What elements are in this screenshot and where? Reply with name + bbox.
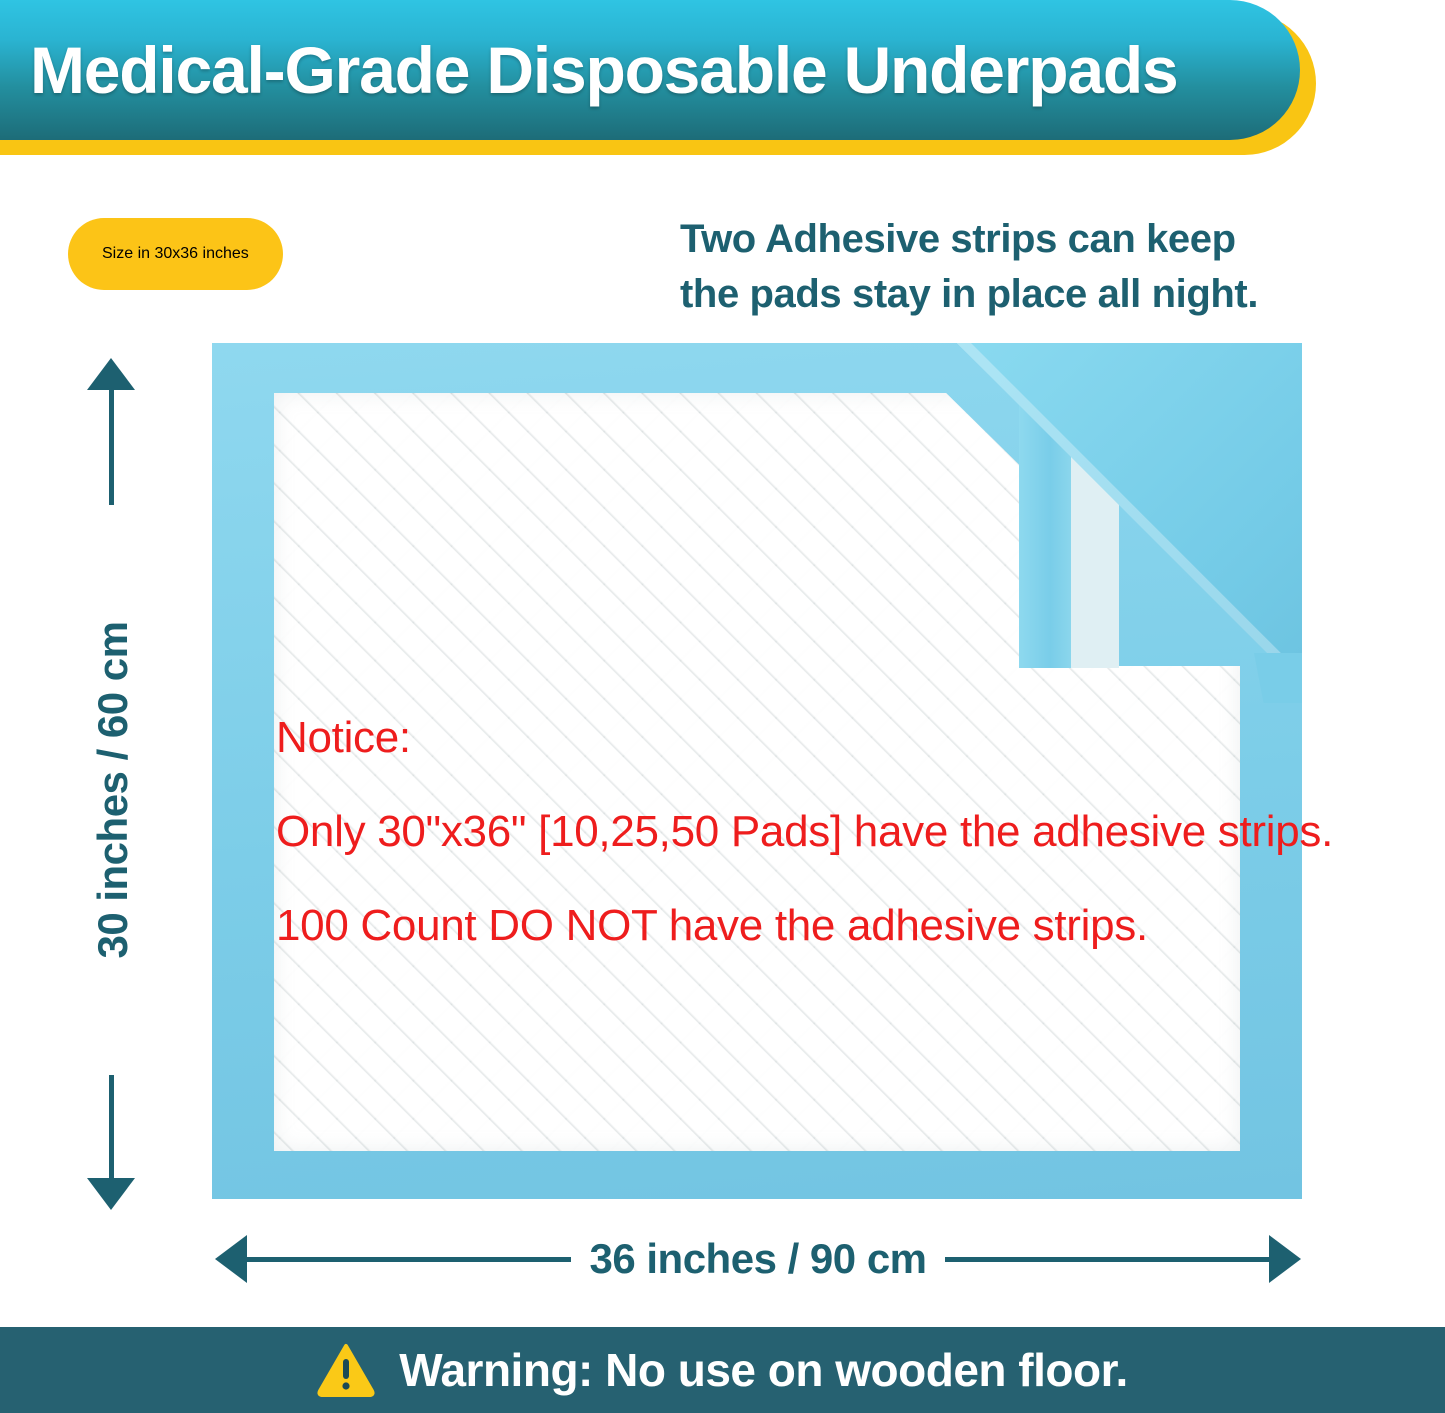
header-banner: Medical-Grade Disposable Underpads xyxy=(0,0,1316,155)
arrow-down-icon xyxy=(87,1178,135,1210)
header-banner-body: Medical-Grade Disposable Underpads xyxy=(0,0,1300,140)
adhesive-note-line-2: the pads stay in place all night. xyxy=(680,272,1259,317)
vertical-dimension-label: 30 inches / 60 cm xyxy=(81,505,145,1075)
page-title: Medical-Grade Disposable Underpads xyxy=(30,33,1179,107)
notice-block: Notice: Only 30"x36" [10,25,50 Pads] hav… xyxy=(276,716,1436,948)
notice-heading: Notice: xyxy=(276,713,411,762)
warning-triangle-icon xyxy=(317,1343,375,1397)
warning-footer: Warning: No use on wooden floor. xyxy=(0,1327,1445,1413)
notice-line-1: Only 30"x36" [10,25,50 Pads] have the ad… xyxy=(276,807,1334,856)
horizontal-dimension-line-right xyxy=(944,1256,1270,1262)
adhesive-note-line-1: Two Adhesive strips can keep xyxy=(680,217,1236,261)
underpad-illustration xyxy=(212,343,1302,1199)
arrow-left-icon xyxy=(215,1235,247,1283)
underpad-quilted-surface xyxy=(274,393,1240,1151)
horizontal-dimension-line-left xyxy=(247,1256,572,1262)
vertical-dimension-arrow: 30 inches / 60 cm xyxy=(78,358,145,1210)
size-badge: Size in 30x36 inches xyxy=(68,218,283,290)
horizontal-dimension-label: 36 inches / 90 cm xyxy=(589,1235,927,1282)
adhesive-note: Two Adhesive strips can keep the pads st… xyxy=(680,212,1360,322)
notice-line-2: 100 Count DO NOT have the adhesive strip… xyxy=(276,901,1148,950)
warning-text: Warning: No use on wooden floor. xyxy=(399,1344,1128,1396)
arrow-right-icon xyxy=(1269,1235,1302,1283)
size-badge-label: Size in 30x36 inches xyxy=(102,245,249,262)
horizontal-dimension-arrow: 36 inches / 90 cm xyxy=(215,1228,1302,1290)
